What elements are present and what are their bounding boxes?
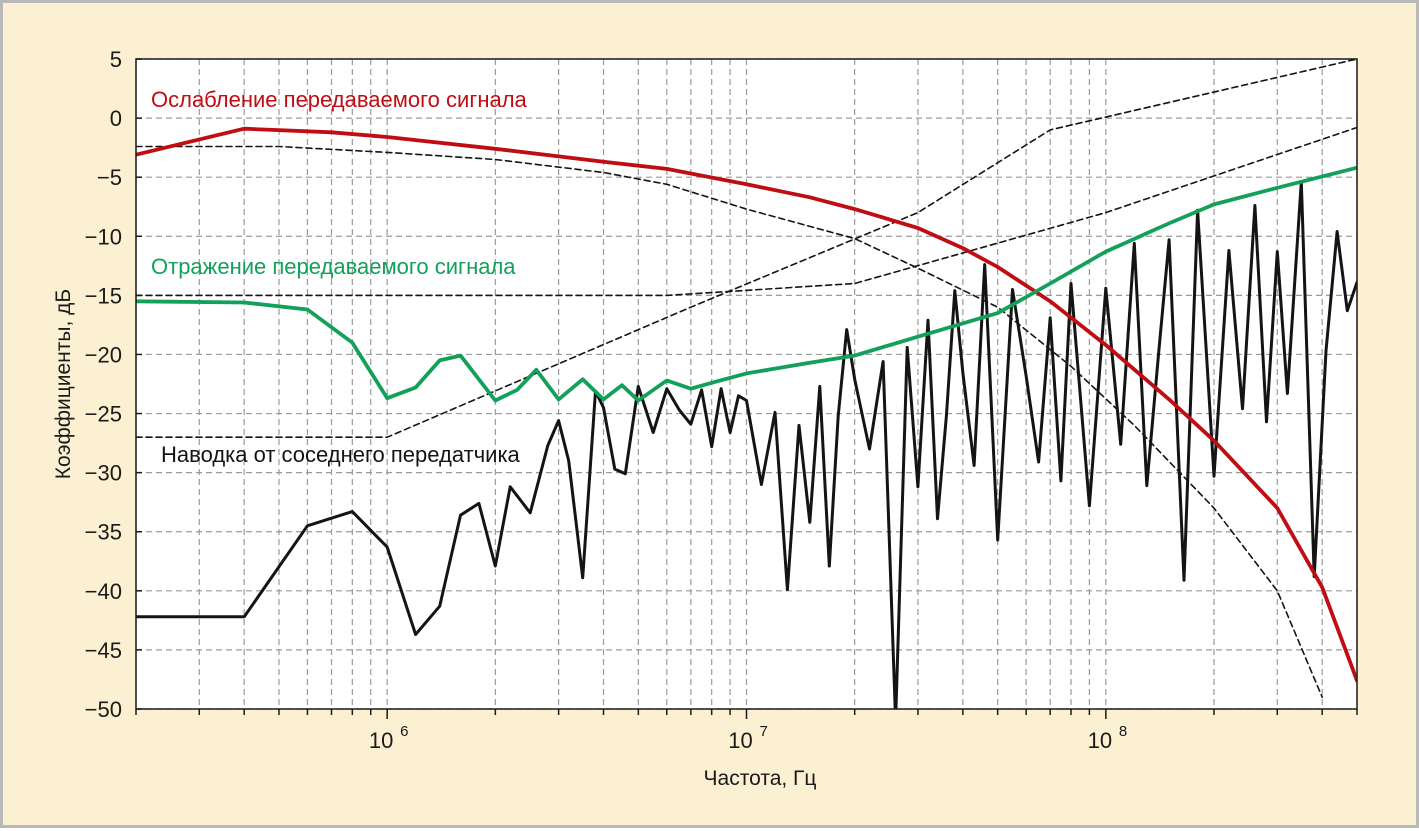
chart-svg: 50−5−10−15−20−25−30−35−40−45−50 10 6 10 7 10…: [52, 47, 1358, 790]
annotation-crosstalk: Наводка от соседнего передатчика: [161, 442, 521, 467]
series-layer: [136, 59, 1357, 709]
y-tick-label: −50: [85, 697, 122, 722]
y-tick-labels: 5 0 −5 −10 −15 −20 −25 −30 −35 −40 −45 −50: [85, 47, 122, 722]
y-axis-label: Коэффициенты, дБ: [52, 289, 75, 479]
annotation-attenuation: Ослабление передаваемого сигнала: [151, 87, 528, 112]
x-tick-exponent: 7: [760, 723, 768, 740]
series-line-1: [136, 165, 1357, 403]
y-tick-label: −35: [85, 520, 122, 545]
x-tick-exponent: 8: [1119, 723, 1127, 740]
y-tick-label: −40: [85, 579, 122, 604]
x-axis-label: Частота, Гц: [704, 767, 817, 790]
y-tick-label: −5: [97, 165, 122, 190]
y-tick-label: −30: [85, 461, 122, 486]
y-tick-label: −25: [85, 402, 122, 427]
x-tick-label: 10: [1088, 728, 1112, 753]
annotation-reflection: Отражение передаваемого сигнала: [151, 254, 516, 279]
y-tick-label: −45: [85, 638, 122, 663]
series-line-2: [136, 180, 1357, 709]
y-tick-label: 0: [110, 106, 122, 131]
x-tick-labels: 10 6 10 7 10 8: [369, 723, 1127, 753]
series-line-0: [136, 126, 1357, 683]
annotations: Ослабление передаваемого сигнала Отражен…: [151, 87, 528, 467]
x-tick-label: 10: [728, 728, 752, 753]
series-line-dashed-4: [136, 59, 1357, 439]
x-tick-label: 10: [369, 728, 393, 753]
y-tick-label: −10: [85, 224, 122, 249]
y-tick-label: −20: [85, 342, 122, 367]
axes: [135, 58, 1358, 719]
y-tick-label: −15: [85, 283, 122, 308]
x-tick-exponent: 6: [400, 723, 408, 740]
y-tick-label: 5: [110, 47, 122, 72]
series-line-dashed-5: [136, 126, 1357, 297]
